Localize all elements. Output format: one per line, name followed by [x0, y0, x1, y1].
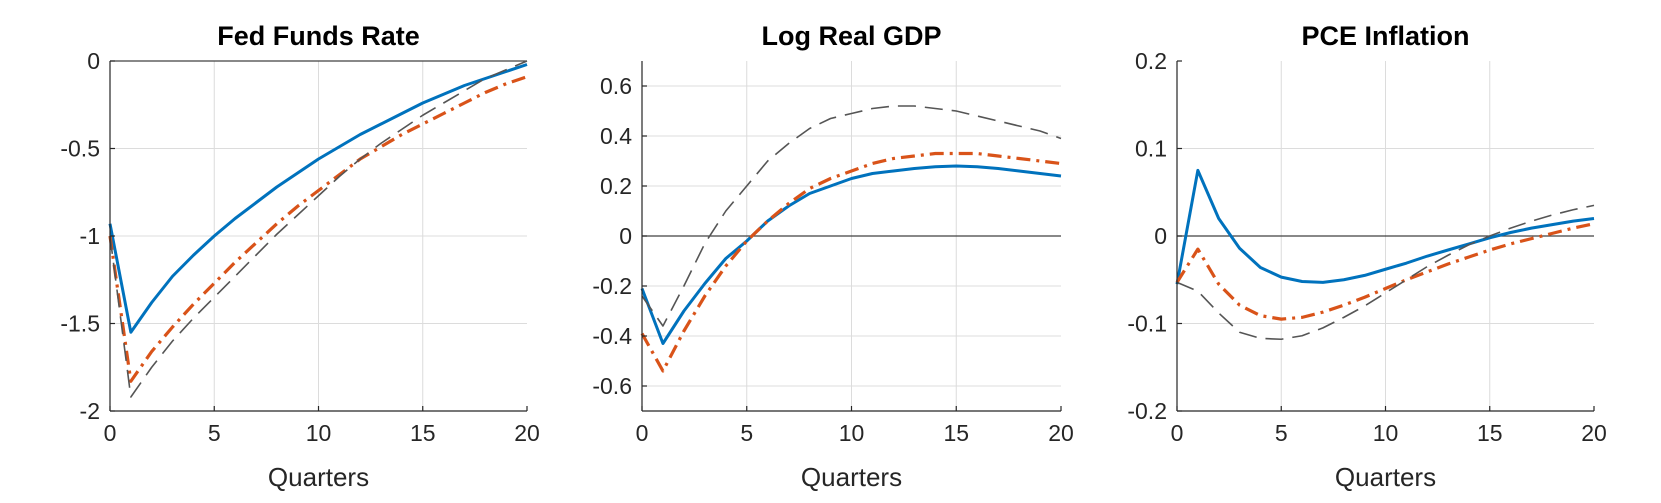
x-tick-label: 5	[1275, 420, 1288, 446]
y-tick-label: 0.1	[1135, 136, 1167, 162]
y-tick-label: 0.4	[600, 123, 632, 149]
x-tick-label: 20	[514, 420, 540, 446]
y-tick-label: -0.5	[60, 136, 100, 162]
y-tick-label: -0.4	[592, 323, 632, 349]
x-axis-label: Quarters	[268, 462, 369, 492]
x-tick-label: 15	[410, 420, 436, 446]
x-tick-label: 10	[306, 420, 332, 446]
series-line-dashed	[109, 60, 528, 398]
y-tick-label: -0.2	[592, 273, 632, 299]
y-tick-label: 0	[1154, 223, 1167, 249]
x-tick-label: 20	[1581, 420, 1607, 446]
y-tick-label: 0	[619, 223, 632, 249]
x-tick-label: 10	[839, 420, 865, 446]
y-tick-label: -1	[80, 223, 100, 249]
x-tick-label: 15	[943, 420, 969, 446]
x-tick-label: 15	[1477, 420, 1503, 446]
series-line-dashdot	[1175, 222, 1595, 321]
x-tick-label: 5	[208, 420, 221, 446]
chart-panel-2: 0 5 10 15 20 -0.6 -0.4 -0.2 0 0.2 0.4 0.6 Log Real G…	[592, 21, 1073, 492]
y-tick-label: 0.2	[1135, 48, 1167, 74]
x-tick-label: 0	[636, 420, 649, 446]
x-axis-label: Quarters	[1335, 462, 1436, 492]
x-axis-label: Quarters	[801, 462, 902, 492]
y-tick-label: 0	[87, 48, 100, 74]
chart-title: Fed Funds Rate	[217, 21, 420, 51]
chart-panel-1: 0 5 10 15 20 -2 -1.5 -1 -0.5 0 Fed Funds Rate Quart…	[60, 21, 539, 492]
series-line-dashdot	[640, 151, 1062, 373]
series-line-dashed	[1176, 204, 1595, 341]
series-line-solid	[640, 164, 1062, 345]
x-tick-label: 0	[104, 420, 117, 446]
series-line-solid	[1175, 168, 1595, 285]
y-tick-label: -2	[80, 398, 100, 424]
x-tick-label: 0	[1171, 420, 1184, 446]
y-tick-label: -1.5	[60, 311, 100, 337]
x-tick-label: 20	[1048, 420, 1074, 446]
y-tick-label: 0.2	[600, 173, 632, 199]
series-line-dashdot	[108, 75, 528, 383]
y-tick-label: -0.1	[1127, 311, 1167, 337]
y-tick-label: -0.6	[592, 373, 632, 399]
x-tick-label: 5	[740, 420, 753, 446]
y-tick-label: -0.2	[1127, 398, 1167, 424]
y-tick-label: 0.6	[600, 73, 632, 99]
series-line-dashed	[641, 105, 1062, 327]
chart-title: PCE Inflation	[1302, 21, 1470, 51]
chart-panel-3: 0 5 10 15 20 -0.2 -0.1 0 0.1 0.2 PCE Inflation Quar…	[1127, 21, 1606, 492]
chart-title: Log Real GDP	[761, 21, 941, 51]
series-line-solid	[108, 63, 528, 334]
x-tick-label: 10	[1373, 420, 1399, 446]
